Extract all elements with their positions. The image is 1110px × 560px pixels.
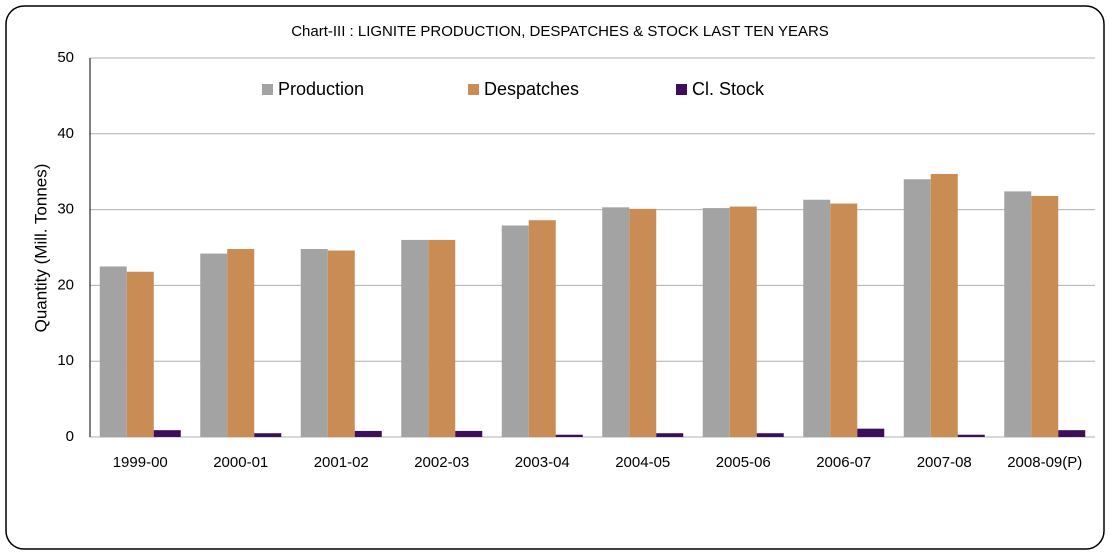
bar <box>1058 430 1086 437</box>
x-tick-label: 1999-00 <box>113 454 168 471</box>
bar <box>501 225 529 437</box>
bar <box>428 239 456 437</box>
bar <box>99 266 127 437</box>
bar <box>602 207 630 437</box>
x-tick-label: 2000-01 <box>213 454 268 471</box>
bar <box>656 433 684 437</box>
y-tick-label: 40 <box>57 125 74 142</box>
legend-swatch <box>262 84 273 95</box>
bar <box>903 179 931 437</box>
legend-label: Cl. Stock <box>692 79 765 99</box>
y-tick-label: 10 <box>57 352 74 369</box>
bar <box>455 430 483 437</box>
bar <box>930 173 958 437</box>
bar <box>401 239 429 437</box>
bar <box>830 203 858 437</box>
chart-title: Chart-III : LIGNITE PRODUCTION, DESPATCH… <box>291 23 829 40</box>
x-tick-label: 2004-05 <box>615 454 670 471</box>
bar <box>126 271 154 437</box>
y-axis-label: Quantity (Mill. Tonnes) <box>31 164 50 333</box>
bar <box>729 206 757 437</box>
bar <box>300 249 328 437</box>
bar <box>528 220 556 437</box>
bar <box>555 434 583 437</box>
legend-label: Despatches <box>484 79 579 99</box>
bar <box>702 208 730 437</box>
bar <box>327 250 355 437</box>
x-tick-label: 2006-07 <box>816 454 871 471</box>
legend-label: Production <box>278 79 364 99</box>
x-tick-label: 2002-03 <box>414 454 469 471</box>
y-tick-label: 20 <box>57 276 74 293</box>
bar <box>957 434 985 437</box>
y-tick-label: 30 <box>57 201 74 218</box>
legend-swatch <box>468 84 479 95</box>
bar <box>153 430 181 437</box>
x-tick-label: 2001-02 <box>314 454 369 471</box>
bar <box>1004 191 1032 437</box>
bar <box>254 433 282 437</box>
x-tick-label: 2007-08 <box>917 454 972 471</box>
x-tick-label: 2003-04 <box>515 454 570 471</box>
legend-swatch <box>676 84 687 95</box>
bar <box>756 433 784 437</box>
x-tick-label: 2008-09(P) <box>1007 454 1082 471</box>
bar <box>227 249 255 437</box>
bar <box>354 430 382 437</box>
y-tick-label: 0 <box>66 428 74 445</box>
x-tick-label: 2005-06 <box>716 454 771 471</box>
bar <box>1031 195 1059 437</box>
bar <box>629 208 657 437</box>
y-tick-label: 50 <box>57 49 74 66</box>
bar <box>857 428 885 437</box>
bar <box>200 253 228 437</box>
bar <box>803 199 831 437</box>
